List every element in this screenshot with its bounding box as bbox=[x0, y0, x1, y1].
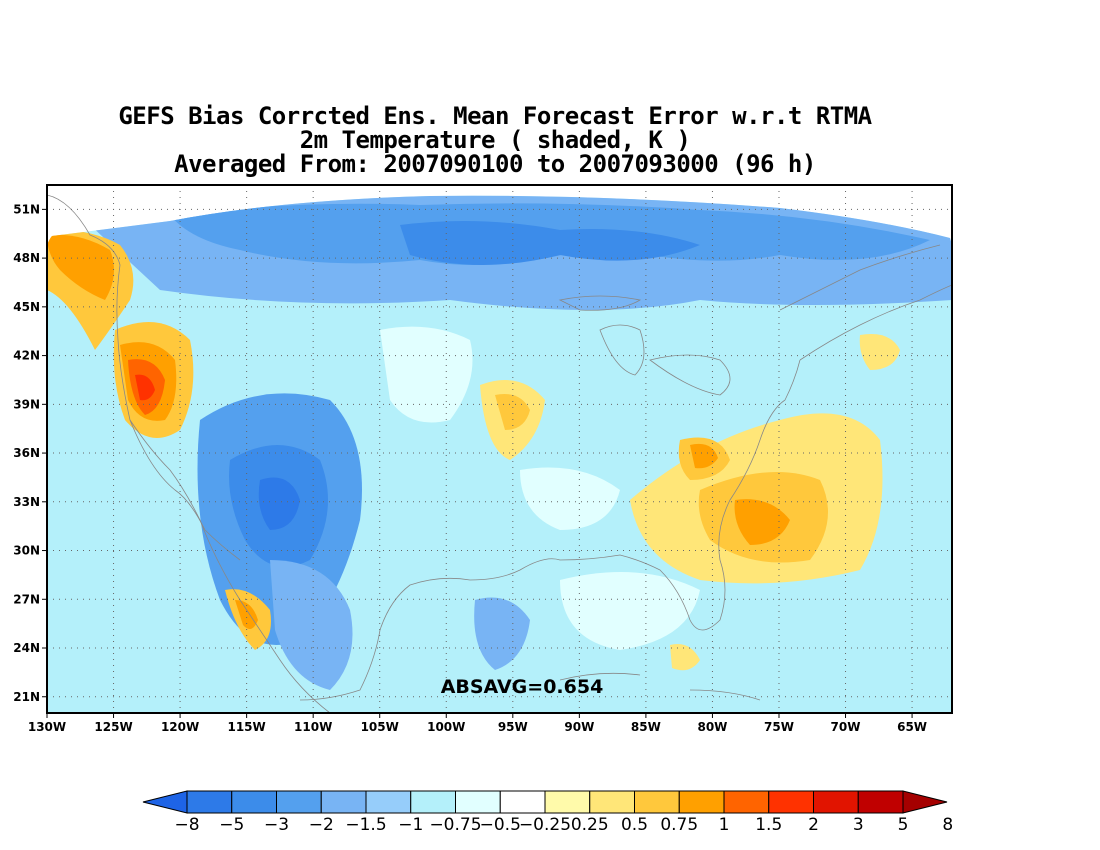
x-tick-label: 75W bbox=[764, 720, 794, 734]
y-tick-label: 36N bbox=[13, 446, 40, 460]
x-axis: 130W 125W 120W 115W 110W 105W 100W 95W 90W 85W 80W… bbox=[28, 713, 927, 734]
colorbar-bin bbox=[813, 790, 859, 814]
colorbar-label: −1.5 bbox=[345, 815, 386, 835]
colorbar-bin bbox=[589, 790, 635, 814]
x-tick-label: 130W bbox=[28, 720, 66, 734]
colorbar-label: 3 bbox=[853, 815, 864, 835]
colorbar-bin bbox=[455, 790, 501, 814]
colorbar-label: −0.25 bbox=[519, 815, 571, 835]
x-tick-label: 80W bbox=[697, 720, 727, 734]
colorbar-bin bbox=[365, 790, 412, 814]
y-tick-label: 45N bbox=[13, 300, 40, 314]
x-tick-label: 100W bbox=[427, 720, 465, 734]
colorbar-bin bbox=[410, 790, 456, 814]
x-tick-label: 90W bbox=[564, 720, 594, 734]
colorbar-bin bbox=[231, 790, 277, 814]
y-tick-label: 33N bbox=[13, 495, 40, 509]
colorbar-label: −5 bbox=[219, 815, 244, 835]
colorbar-label: 0.25 bbox=[571, 815, 609, 835]
plot-title-line-2: 2m Temperature ( shaded, K ) bbox=[299, 126, 691, 154]
colorbar-label: −1 bbox=[398, 815, 423, 835]
plot-title-line-3: Averaged From: 2007090100 to 2007093000 … bbox=[174, 150, 816, 178]
colorbar-bin bbox=[634, 790, 680, 814]
colorbar-label: 0.75 bbox=[660, 815, 698, 835]
y-tick-label: 48N bbox=[13, 251, 40, 265]
x-tick-label: 120W bbox=[161, 720, 199, 734]
colorbar-bin bbox=[186, 790, 233, 814]
y-axis: 51N 48N 45N 42N 39N 36N 33N 30N 27N 24N 21N bbox=[13, 202, 47, 704]
colorbar-label: −0.75 bbox=[429, 815, 481, 835]
x-tick-label: 95W bbox=[498, 720, 528, 734]
colorbar-lower-arrow bbox=[142, 790, 188, 814]
plot-frame bbox=[46, 184, 953, 714]
plot-title-line-1: GEFS Bias Corrcted Ens. Mean Forecast Er… bbox=[118, 102, 872, 130]
colorbar-bin bbox=[276, 790, 322, 814]
colorbar-bin bbox=[768, 790, 814, 814]
colorbar-label: 8 bbox=[942, 815, 953, 835]
colorbar-label: 0.5 bbox=[621, 815, 648, 835]
colorbar-label: −0.5 bbox=[480, 815, 521, 835]
x-tick-label: 115W bbox=[227, 720, 265, 734]
x-tick-label: 110W bbox=[294, 720, 332, 734]
x-tick-label: 125W bbox=[94, 720, 132, 734]
gridlines bbox=[47, 185, 952, 713]
colorbar-bin bbox=[499, 790, 546, 814]
colorbar-label: −8 bbox=[174, 815, 199, 835]
colorbar-bin bbox=[544, 790, 591, 814]
y-tick-label: 24N bbox=[13, 641, 40, 655]
colorbar-label: −3 bbox=[264, 815, 289, 835]
colorbar-label: 2 bbox=[808, 815, 819, 835]
colorbar-bin bbox=[857, 790, 904, 814]
colorbar-label: 1.5 bbox=[755, 815, 782, 835]
coastline-outline bbox=[47, 194, 952, 713]
y-tick-label: 51N bbox=[13, 202, 40, 216]
colorbar-upper-arrow bbox=[902, 790, 948, 814]
x-tick-label: 85W bbox=[631, 720, 661, 734]
colorbar-label: −2 bbox=[309, 815, 334, 835]
y-tick-label: 27N bbox=[13, 592, 40, 606]
y-tick-label: 42N bbox=[13, 349, 40, 363]
shaded-field bbox=[47, 195, 952, 713]
colorbar-label: 1 bbox=[719, 815, 730, 835]
absavg-label: ABSAVG=0.654 bbox=[441, 676, 604, 698]
x-tick-label: 65W bbox=[897, 720, 927, 734]
y-tick-label: 39N bbox=[13, 397, 40, 411]
colorbar-bin bbox=[678, 790, 725, 814]
y-tick-label: 21N bbox=[13, 690, 40, 704]
x-tick-label: 70W bbox=[831, 720, 861, 734]
colorbar-bin bbox=[723, 790, 770, 814]
colorbar-bin bbox=[320, 790, 367, 814]
colorbar: −8 −5 −3 −2 −1.5 −1 −0.75−0.5−0.25 0.25 0.5 0.75 1… bbox=[142, 790, 953, 835]
y-tick-label: 30N bbox=[13, 544, 40, 558]
x-tick-label: 105W bbox=[361, 720, 399, 734]
colorbar-label: 5 bbox=[898, 815, 909, 835]
